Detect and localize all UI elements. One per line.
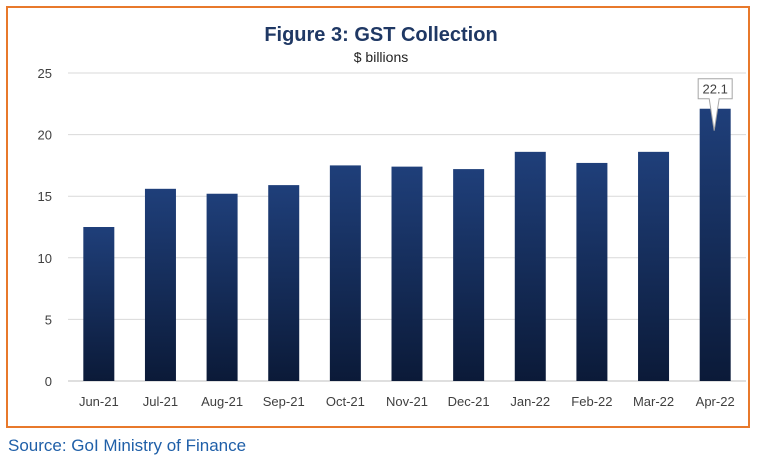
source-note: Source: GoI Ministry of Finance xyxy=(8,436,247,455)
x-tick-label: Jun-21 xyxy=(79,394,119,409)
x-tick-label: Nov-21 xyxy=(386,394,428,409)
x-tick-label: Mar-22 xyxy=(633,394,674,409)
bar-jun-21 xyxy=(83,227,115,381)
x-tick-label: Jan-22 xyxy=(510,394,550,409)
x-tick-label: Jul-21 xyxy=(143,394,178,409)
y-tick-label: 10 xyxy=(38,251,52,266)
y-axis-ticks: 0 5 10 15 20 25 xyxy=(38,66,52,389)
x-tick-label: Apr-22 xyxy=(696,394,735,409)
y-tick-label: 20 xyxy=(38,128,52,143)
chart-subtitle: $ billions xyxy=(353,49,409,65)
chart-title: Figure 3: GST Collection xyxy=(264,24,498,46)
bar-jul-21 xyxy=(144,188,176,381)
bars xyxy=(83,108,731,381)
x-tick-label: Dec-21 xyxy=(448,394,490,409)
bar-aug-21 xyxy=(206,193,238,381)
x-tick-label: Feb-22 xyxy=(571,394,612,409)
bar-oct-21 xyxy=(329,165,361,381)
y-tick-label: 0 xyxy=(45,374,52,389)
bar-sep-21 xyxy=(268,185,300,381)
bar-nov-21 xyxy=(391,166,423,381)
callout-box xyxy=(697,78,733,131)
y-tick-label: 15 xyxy=(38,189,52,204)
bar-jan-22 xyxy=(514,151,546,381)
x-tick-label: Aug-21 xyxy=(201,394,243,409)
bar-feb-22 xyxy=(576,162,608,381)
bar-apr-22 xyxy=(699,108,731,381)
bar-mar-22 xyxy=(638,151,670,381)
x-axis-ticks: Jun-21 Jul-21 Aug-21 Sep-21 Oct-21 Nov-21 Dec-… xyxy=(79,394,735,409)
y-tick-label: 5 xyxy=(45,312,52,327)
chart-frame xyxy=(6,6,750,428)
data-callout: 22.1 xyxy=(697,78,733,131)
y-tick-label: 25 xyxy=(38,66,52,81)
x-tick-label: Sep-21 xyxy=(263,394,305,409)
bar-dec-21 xyxy=(453,169,485,381)
x-tick-label: Oct-21 xyxy=(326,394,365,409)
callout-label: 22.1 xyxy=(703,82,728,97)
